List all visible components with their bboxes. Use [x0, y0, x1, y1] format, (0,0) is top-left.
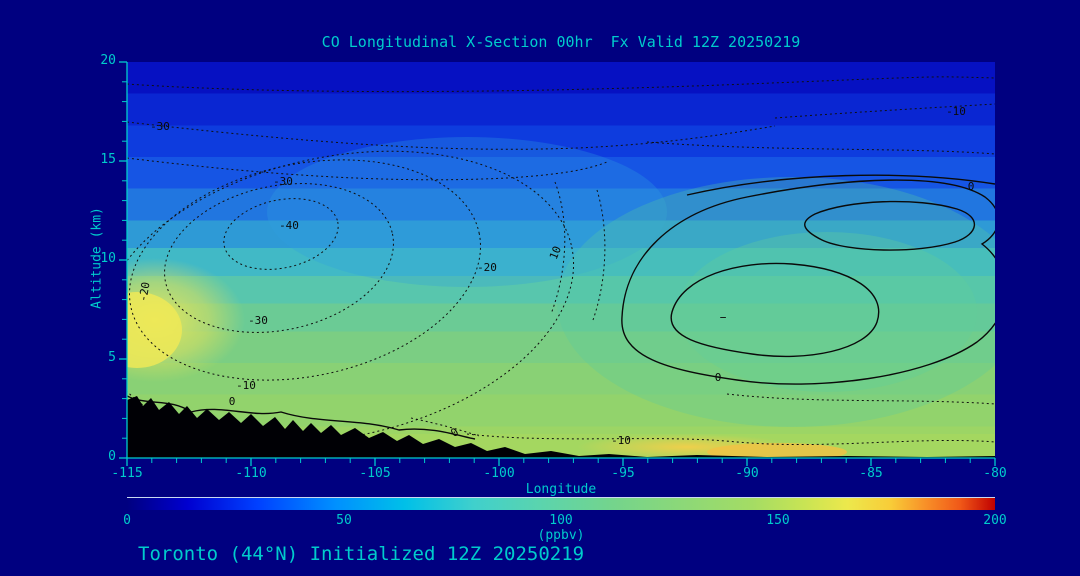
figure-caption: Toronto (44°N) Initialized 12Z 20250219	[138, 543, 585, 565]
y-tick-label: 20	[100, 53, 116, 68]
contour-label: -40	[279, 219, 299, 232]
y-tick-label: 15	[100, 152, 116, 167]
x-tick-label: -115	[111, 466, 143, 481]
contour-label: −	[720, 311, 727, 324]
y-tick-label: 5	[108, 350, 116, 365]
contour-label: 10	[547, 244, 564, 261]
axis-minor-ticks	[122, 81, 971, 463]
contour-label: 0	[715, 371, 722, 384]
contour-label: 0	[229, 395, 236, 408]
plot-area: -30 -10 -30 -40 -20 10 -20 -30 -10 0 0 -…	[119, 61, 996, 466]
contour-lines-dotted	[127, 76, 995, 446]
colorbar-tick-label: 100	[549, 513, 573, 528]
x-tick-label: -95	[611, 466, 635, 481]
y-tick-label: 10	[100, 251, 116, 266]
colorbar-tick-label: 200	[983, 513, 1007, 528]
contour-label: 0	[968, 180, 975, 193]
x-tick-label: -100	[483, 466, 515, 481]
contour-label: -30	[248, 314, 268, 327]
chart-title: CO Longitudinal X-Section 00hr Fx Valid …	[321, 33, 801, 51]
contour-label: -30	[273, 175, 293, 188]
x-tick-label: -110	[235, 466, 267, 481]
colorbar-units-label: (ppbv)	[537, 528, 585, 543]
contour-label: -10	[236, 379, 256, 392]
x-tick-label: -90	[735, 466, 759, 481]
colorbar-tick-label: 50	[336, 513, 352, 528]
filled-contour-field	[127, 62, 995, 458]
terrain-silhouette	[127, 396, 995, 458]
contour-label: -30	[150, 120, 170, 133]
colorbar-tick-label: 0	[123, 513, 131, 528]
contour-lines-solid	[127, 174, 995, 440]
y-tick-label: 0	[108, 449, 116, 464]
axes-frame	[119, 61, 996, 466]
contour-label: -10	[946, 105, 966, 118]
x-tick-label: -85	[859, 466, 883, 481]
x-tick-label: -80	[983, 466, 1007, 481]
x-tick-label: -105	[359, 466, 391, 481]
contour-label: -10	[611, 434, 631, 447]
x-axis-title: Longitude	[525, 482, 597, 497]
colorbar-gradient	[127, 497, 995, 510]
contour-label: -20	[477, 261, 497, 274]
contour-label: -20	[136, 281, 152, 303]
colorbar-tick-label: 150	[766, 513, 790, 528]
